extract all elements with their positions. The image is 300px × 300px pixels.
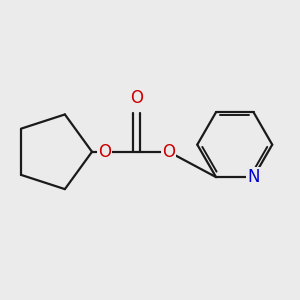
Text: O: O	[162, 143, 175, 161]
Text: O: O	[130, 89, 143, 107]
Text: O: O	[98, 143, 111, 161]
Text: N: N	[247, 168, 260, 186]
